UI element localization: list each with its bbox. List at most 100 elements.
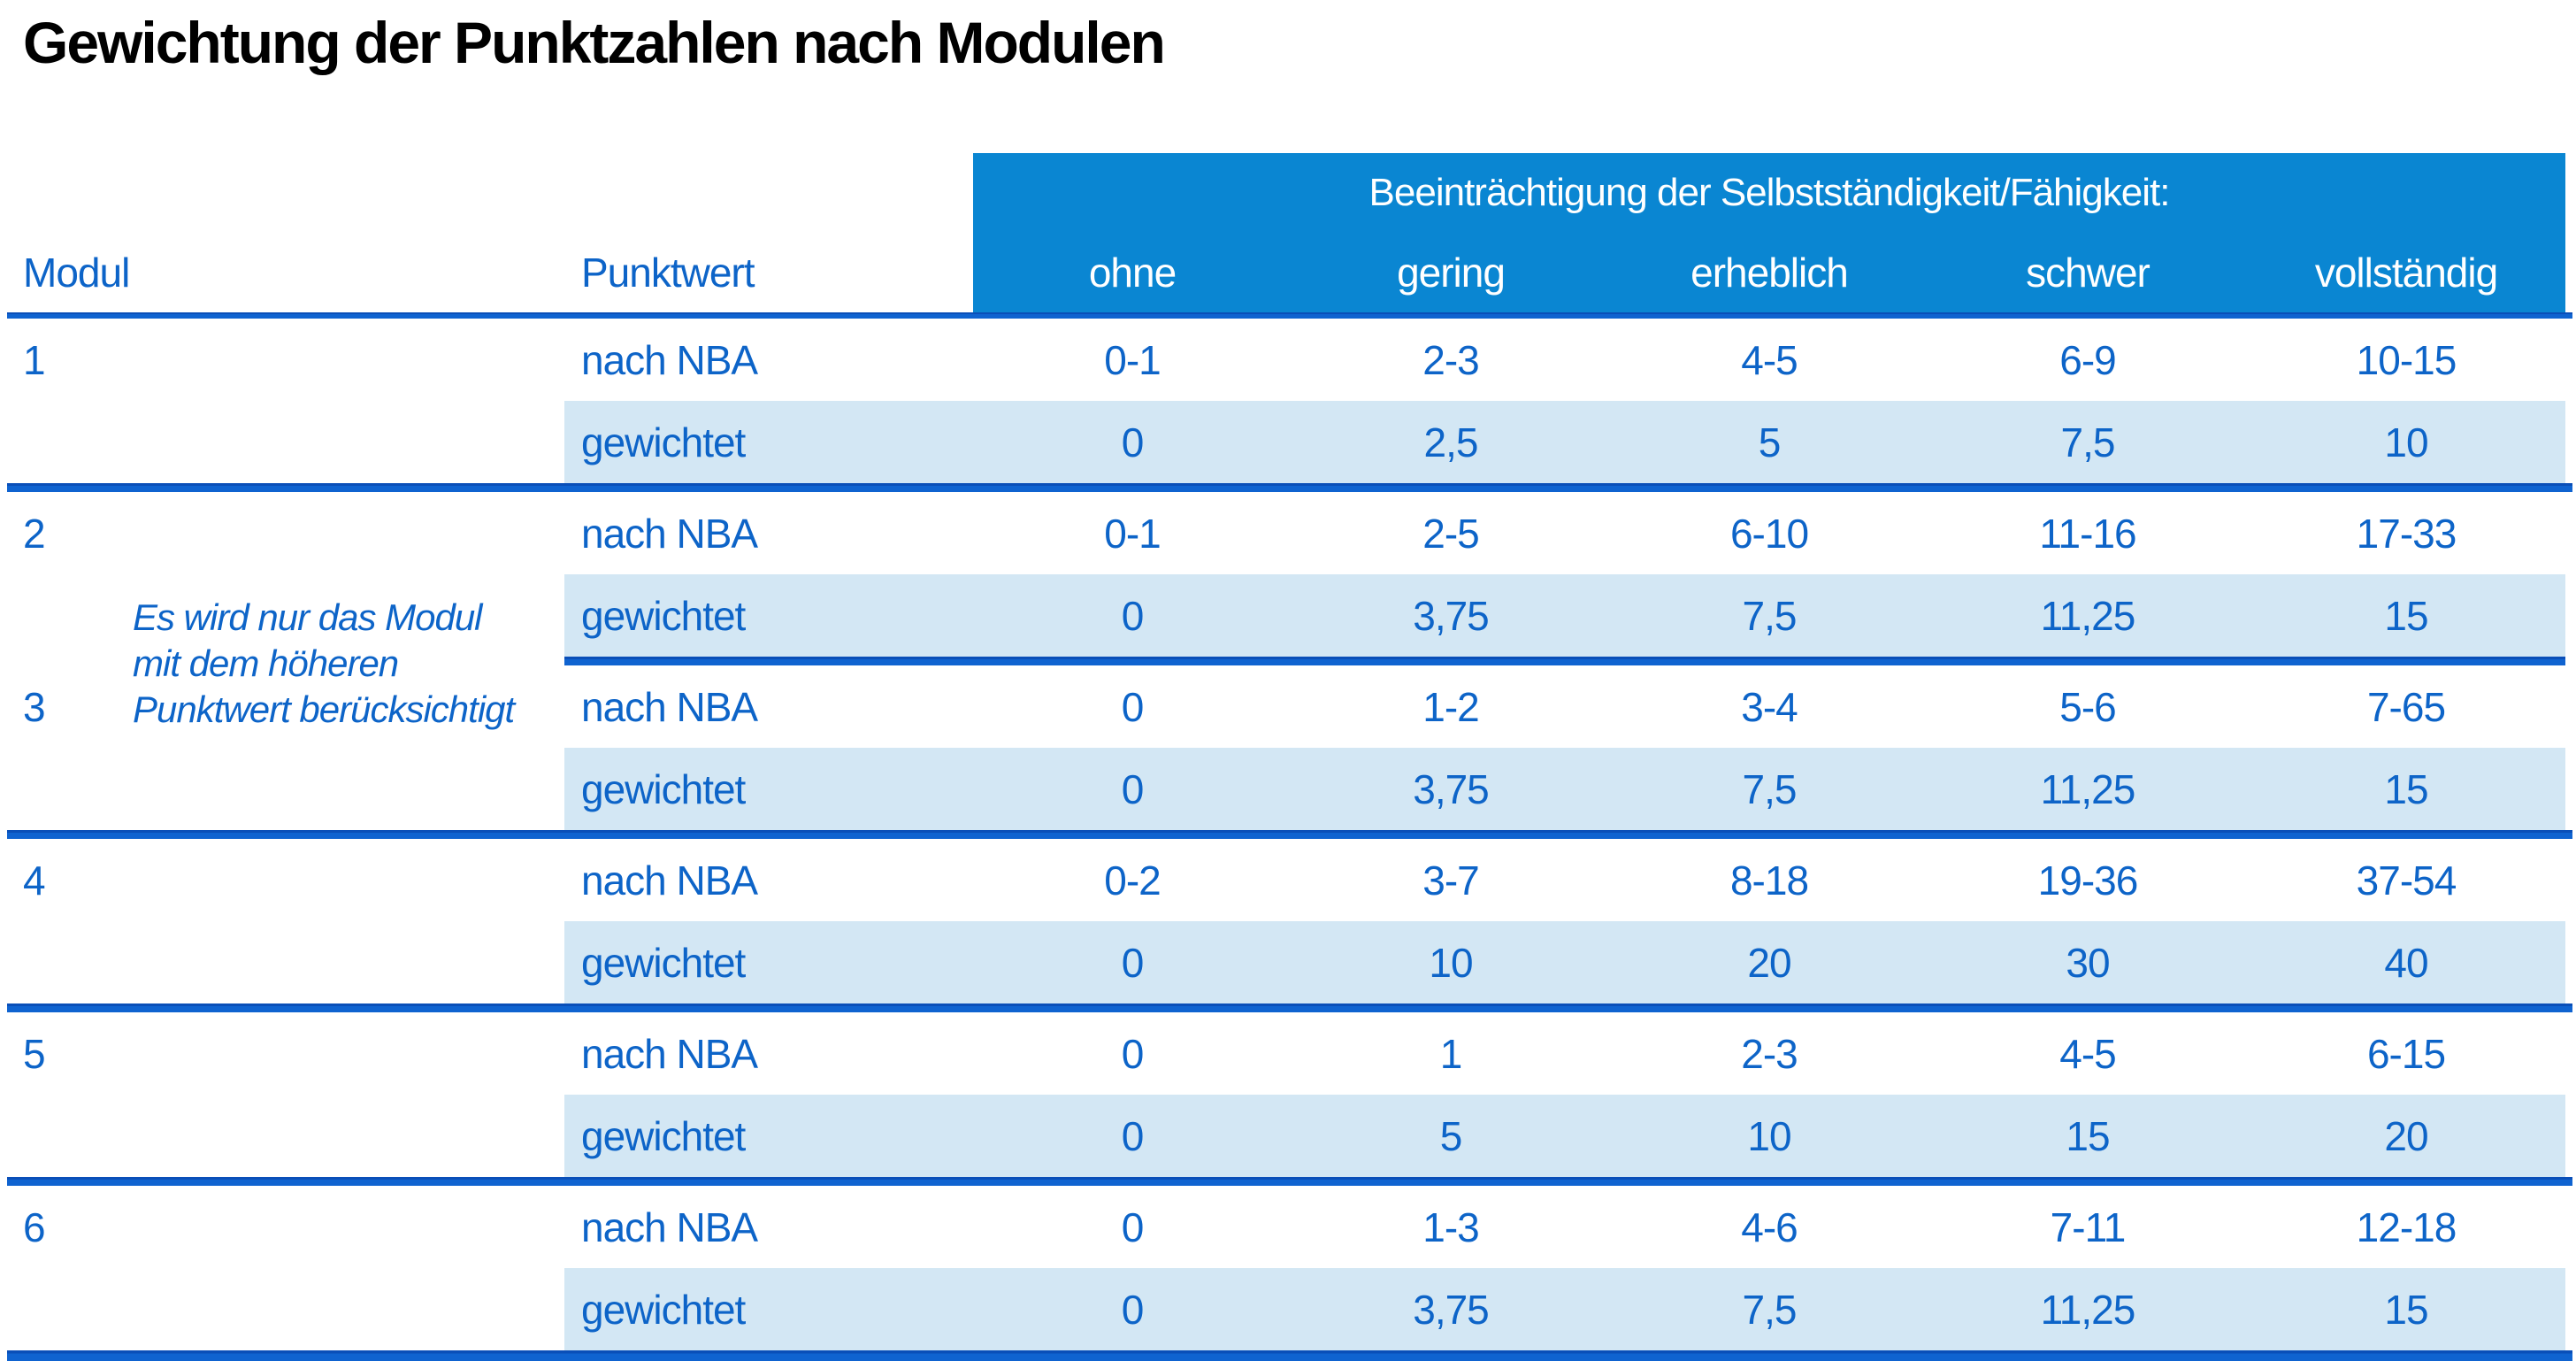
value-cell: 20 bbox=[1610, 921, 1928, 1003]
table-header-row: Modul Punktwert Beeinträchtigung der Sel… bbox=[0, 153, 2576, 312]
value-cell: 0 bbox=[1121, 683, 1145, 730]
side-note-line: mit dem höheren bbox=[133, 642, 399, 684]
value-cell: 4-5 bbox=[1741, 336, 1798, 383]
value-cell: 2,5 bbox=[1292, 401, 1610, 483]
group-divider bbox=[7, 830, 2572, 839]
value-cell: 15 bbox=[2247, 748, 2565, 830]
value-cell: 3-7 bbox=[1422, 857, 1479, 903]
value-cell: 4-6 bbox=[1741, 1203, 1798, 1250]
value-cell: 0-1 bbox=[1104, 510, 1161, 557]
value-cell: 10 bbox=[1292, 921, 1610, 1003]
module-group-4: 4 nach NBA 0-2 3-7 8-18 19-36 37-54 gewi… bbox=[0, 839, 2576, 1012]
severity-label-erheblich: erheblich bbox=[1690, 250, 1849, 296]
value-cell: 10 bbox=[2247, 401, 2565, 483]
value-cell: 15 bbox=[2247, 574, 2565, 657]
side-note: Es wird nur das Modul mit dem höheren Pu… bbox=[133, 595, 593, 733]
group-divider bbox=[7, 1177, 2572, 1186]
value-cell: 2-5 bbox=[1422, 510, 1479, 557]
severity-label-schwer: schwer bbox=[2026, 250, 2150, 296]
value-cell: 15 bbox=[2247, 1268, 2565, 1350]
value-cell: 6-9 bbox=[2059, 336, 2116, 383]
value-cell: 0 bbox=[973, 748, 1292, 830]
value-cell: 20 bbox=[2247, 1095, 2565, 1177]
value-cell: 0 bbox=[973, 574, 1292, 657]
row-weighted: gewichtet 0 10 20 30 40 bbox=[0, 921, 2576, 1003]
row-label-weighted: gewichtet bbox=[564, 921, 973, 1003]
module-group-6: 6 nach NBA 0 1-3 4-6 7-11 12-18 gewichte… bbox=[0, 1186, 2576, 1361]
value-cell: 0 bbox=[973, 921, 1292, 1003]
row-label-nba: nach NBA bbox=[581, 857, 758, 903]
value-cell: 0 bbox=[973, 401, 1292, 483]
row-nba: 6 nach NBA 0 1-3 4-6 7-11 12-18 bbox=[0, 1186, 2576, 1268]
row-label-nba: nach NBA bbox=[581, 336, 758, 383]
value-cell: 5 bbox=[1610, 401, 1928, 483]
severity-label-gering: gering bbox=[1397, 250, 1506, 296]
side-note-line: Es wird nur das Modul bbox=[133, 596, 483, 638]
value-cell: 10 bbox=[1610, 1095, 1928, 1177]
value-cell: 11-16 bbox=[2039, 510, 2136, 557]
value-cell: 0 bbox=[973, 1095, 1292, 1177]
value-cell: 8-18 bbox=[1729, 857, 1809, 903]
row-label-nba: nach NBA bbox=[581, 683, 758, 730]
group-divider bbox=[7, 1003, 2572, 1012]
value-cell: 11,25 bbox=[1928, 748, 2247, 830]
value-cell: 4-5 bbox=[2059, 1030, 2116, 1077]
value-cell: 0-1 bbox=[1104, 336, 1161, 383]
module-number: 3 bbox=[23, 683, 46, 730]
value-cell: 7,5 bbox=[1610, 1268, 1928, 1350]
title-area: Gewichtung der Punktzahlen nach Modulen bbox=[0, 0, 2576, 153]
value-cell: 5 bbox=[1292, 1095, 1610, 1177]
value-cell: 0 bbox=[1121, 1030, 1145, 1077]
row-nba: 4 nach NBA 0-2 3-7 8-18 19-36 37-54 bbox=[0, 839, 2576, 921]
module-group-1: 1 nach NBA 0-1 2-3 4-5 6-9 10-15 gewicht… bbox=[0, 319, 2576, 492]
module-group-2: 2 nach NBA 0-1 2-5 6-10 11-16 17-33 gewi… bbox=[0, 492, 2576, 665]
row-weighted: gewichtet 0 2,5 5 7,5 10 bbox=[0, 401, 2576, 483]
value-cell: 30 bbox=[1928, 921, 2247, 1003]
row-label-weighted: gewichtet bbox=[564, 1268, 973, 1350]
severity-header-band: Beeinträchtigung der Selbstständigkeit/F… bbox=[973, 153, 2565, 312]
row-label-nba: nach NBA bbox=[581, 510, 758, 557]
value-cell: 1 bbox=[1439, 1030, 1463, 1077]
value-cell: 0-2 bbox=[1104, 857, 1161, 903]
row-weighted: gewichtet 0 5 10 15 20 bbox=[0, 1095, 2576, 1177]
value-cell: 17-33 bbox=[2356, 510, 2457, 557]
severity-labels-row: ohne gering erheblich schwer vollständig bbox=[973, 233, 2565, 312]
value-cell: 15 bbox=[1928, 1095, 2247, 1177]
value-cell: 40 bbox=[2247, 921, 2565, 1003]
value-cell: 2-3 bbox=[1741, 1030, 1798, 1077]
value-cell: 37-54 bbox=[2356, 857, 2457, 903]
severity-label-vollstaendig: vollständig bbox=[2314, 250, 2498, 296]
value-cell: 3,75 bbox=[1292, 574, 1610, 657]
module-number: 4 bbox=[23, 857, 46, 903]
value-cell: 1-3 bbox=[1422, 1203, 1479, 1250]
value-cell: 3,75 bbox=[1292, 748, 1610, 830]
row-nba: 2 nach NBA 0-1 2-5 6-10 11-16 17-33 bbox=[0, 492, 2576, 574]
module-number: 1 bbox=[23, 336, 46, 383]
module-cell-empty bbox=[0, 748, 564, 830]
module-cell-empty bbox=[0, 921, 564, 1003]
group-divider-partial bbox=[564, 657, 2565, 665]
value-cell: 0 bbox=[1121, 1203, 1145, 1250]
value-cell: 19-36 bbox=[2037, 857, 2139, 903]
row-label-nba: nach NBA bbox=[581, 1203, 758, 1250]
header-divider bbox=[7, 312, 2572, 319]
module-cell-empty bbox=[0, 401, 564, 483]
row-nba: 3 nach NBA 0 1-2 3-4 5-6 7-65 bbox=[0, 665, 2576, 748]
module-group-3: 3 nach NBA 0 1-2 3-4 5-6 7-65 gewichtet … bbox=[0, 665, 2576, 839]
module-number: 2 bbox=[23, 510, 46, 557]
value-cell: 7-65 bbox=[2366, 683, 2446, 730]
row-label-weighted: gewichtet bbox=[564, 401, 973, 483]
value-cell: 11,25 bbox=[1928, 574, 2247, 657]
value-cell: 5-6 bbox=[2059, 683, 2116, 730]
value-cell: 10-15 bbox=[2356, 336, 2457, 383]
value-cell: 11,25 bbox=[1928, 1268, 2247, 1350]
value-cell: 6-10 bbox=[1729, 510, 1809, 557]
row-nba: 1 nach NBA 0-1 2-3 4-5 6-9 10-15 bbox=[0, 319, 2576, 401]
value-cell: 7-11 bbox=[2050, 1203, 2127, 1250]
value-cell: 7,5 bbox=[1610, 748, 1928, 830]
row-label-weighted: gewichtet bbox=[564, 574, 973, 657]
value-cell: 2-3 bbox=[1422, 336, 1479, 383]
module-cell-empty bbox=[0, 1095, 564, 1177]
module-group-5: 5 nach NBA 0 1 2-3 4-5 6-15 gewichtet 0 … bbox=[0, 1012, 2576, 1186]
row-weighted: gewichtet 0 3,75 7,5 11,25 15 bbox=[0, 748, 2576, 830]
